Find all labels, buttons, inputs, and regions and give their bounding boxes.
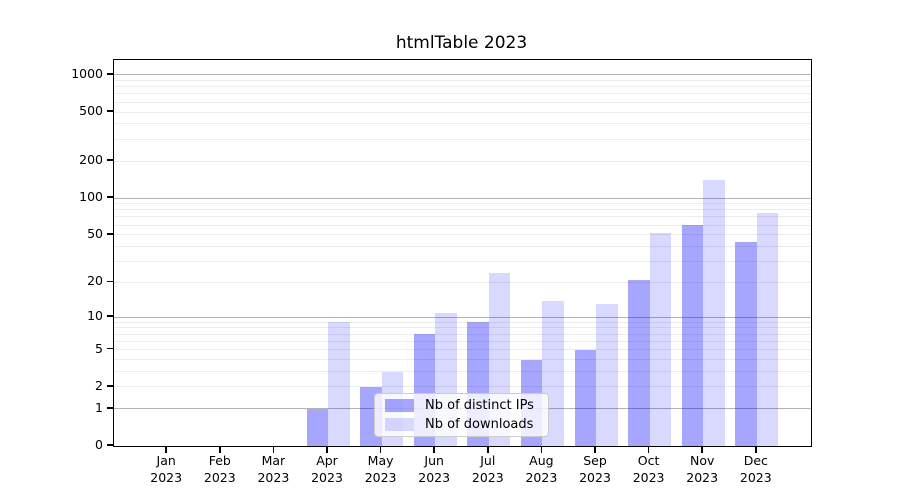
gridline-minor bbox=[114, 245, 811, 247]
x-tick-mark bbox=[219, 446, 221, 453]
gridline-minor bbox=[114, 333, 811, 335]
gridline-minor bbox=[114, 111, 811, 113]
gridline-minor bbox=[114, 93, 811, 95]
y-tick-label: 2 bbox=[95, 377, 103, 393]
gridline-minor bbox=[114, 371, 811, 373]
gridline-minor bbox=[114, 281, 811, 283]
y-tick-mark bbox=[107, 196, 113, 198]
y-tick-mark bbox=[107, 280, 113, 283]
x-tick-mark bbox=[433, 446, 435, 453]
bar-distinct-ips bbox=[735, 241, 757, 446]
gridline-minor bbox=[114, 261, 811, 263]
y-tick-label: 1 bbox=[95, 399, 103, 415]
legend-swatch-distinct-ips bbox=[385, 399, 414, 412]
y-tick-mark bbox=[107, 159, 113, 161]
legend-row-downloads: Nb of downloads bbox=[375, 417, 548, 433]
x-tick-label: Jan 2023 bbox=[150, 453, 183, 485]
bar-downloads bbox=[328, 322, 350, 446]
x-tick-label: Apr 2023 bbox=[311, 453, 343, 485]
legend-swatch-downloads bbox=[385, 418, 414, 431]
gridline-minor bbox=[114, 321, 811, 323]
x-tick-label: Dec 2023 bbox=[739, 453, 772, 485]
gridline-minor bbox=[114, 224, 811, 226]
x-tick-mark bbox=[755, 446, 757, 453]
y-tick-mark bbox=[107, 444, 113, 446]
y-tick-label: 1000 bbox=[71, 65, 103, 81]
x-tick-mark bbox=[594, 446, 596, 453]
x-tick-mark bbox=[379, 446, 382, 453]
gridline-minor bbox=[114, 216, 811, 218]
y-tick-mark bbox=[107, 110, 113, 112]
y-tick-mark bbox=[107, 233, 113, 235]
gridline-minor bbox=[114, 86, 811, 88]
bar-distinct-ips bbox=[628, 279, 650, 446]
y-tick-mark bbox=[107, 385, 113, 387]
x-tick-mark bbox=[326, 446, 328, 453]
gridline-major bbox=[114, 316, 811, 318]
y-tick-label: 200 bbox=[79, 152, 103, 168]
x-tick-label: Sep 2023 bbox=[579, 453, 611, 485]
x-tick-mark bbox=[272, 446, 275, 453]
x-tick-mark bbox=[165, 446, 167, 453]
gridline-minor bbox=[114, 386, 811, 388]
x-tick-label: Aug 2023 bbox=[525, 453, 558, 485]
bar-distinct-ips bbox=[306, 408, 328, 446]
y-tick-label: 10 bbox=[87, 308, 103, 324]
y-tick-label: 50 bbox=[87, 225, 103, 241]
bar-distinct-ips bbox=[681, 225, 704, 446]
bar-downloads bbox=[649, 232, 672, 446]
legend-label-downloads: Nb of downloads bbox=[425, 417, 534, 432]
x-tick-label: Jul 2023 bbox=[471, 453, 504, 485]
x-tick-mark bbox=[701, 446, 703, 453]
bar-downloads bbox=[596, 304, 618, 446]
x-tick-mark bbox=[487, 446, 489, 453]
y-tick-label: 100 bbox=[79, 189, 103, 205]
bar-downloads bbox=[703, 180, 725, 446]
gridline-minor bbox=[114, 234, 811, 236]
y-tick-mark bbox=[107, 347, 113, 350]
legend-row-distinct-ips: Nb of distinct IPs bbox=[375, 398, 548, 414]
gridline-minor bbox=[114, 160, 811, 162]
gridline-minor bbox=[114, 209, 811, 211]
gridline-major bbox=[114, 74, 811, 76]
gridline-minor bbox=[114, 123, 811, 125]
bar-downloads bbox=[756, 213, 779, 446]
x-tick-label: Oct 2023 bbox=[632, 453, 665, 485]
y-tick-mark bbox=[107, 407, 113, 409]
gridline-minor bbox=[114, 101, 811, 103]
y-tick-label: 500 bbox=[79, 103, 103, 119]
bar-distinct-ips bbox=[574, 349, 596, 446]
gridline-minor bbox=[114, 138, 811, 140]
x-tick-mark bbox=[647, 446, 650, 453]
y-tick-label: 0 bbox=[95, 437, 103, 452]
x-tick-label: May 2023 bbox=[364, 453, 397, 485]
y-tick-mark bbox=[107, 315, 113, 317]
y-tick-mark bbox=[107, 73, 113, 75]
gridline-minor bbox=[114, 349, 811, 351]
x-tick-label: Mar 2023 bbox=[257, 453, 290, 485]
gridline-major bbox=[114, 197, 811, 199]
gridline-minor bbox=[114, 327, 811, 329]
gridline-minor bbox=[114, 359, 811, 361]
x-tick-label: Nov 2023 bbox=[686, 453, 719, 485]
gridline-minor bbox=[114, 203, 811, 205]
legend: Nb of distinct IPs Nb of downloads bbox=[374, 393, 549, 437]
plot-area bbox=[113, 59, 812, 447]
gridline-minor bbox=[114, 340, 811, 342]
x-tick-label: Feb 2023 bbox=[203, 453, 236, 485]
y-tick-label: 5 bbox=[95, 340, 103, 356]
gridline-minor bbox=[114, 80, 811, 81]
y-tick-label: 20 bbox=[87, 273, 103, 289]
chart-title: htmlTable 2023 bbox=[395, 33, 528, 53]
x-tick-label: Jun 2023 bbox=[418, 453, 451, 485]
legend-label-distinct-ips: Nb of distinct IPs bbox=[425, 398, 534, 413]
x-tick-mark bbox=[540, 446, 543, 453]
